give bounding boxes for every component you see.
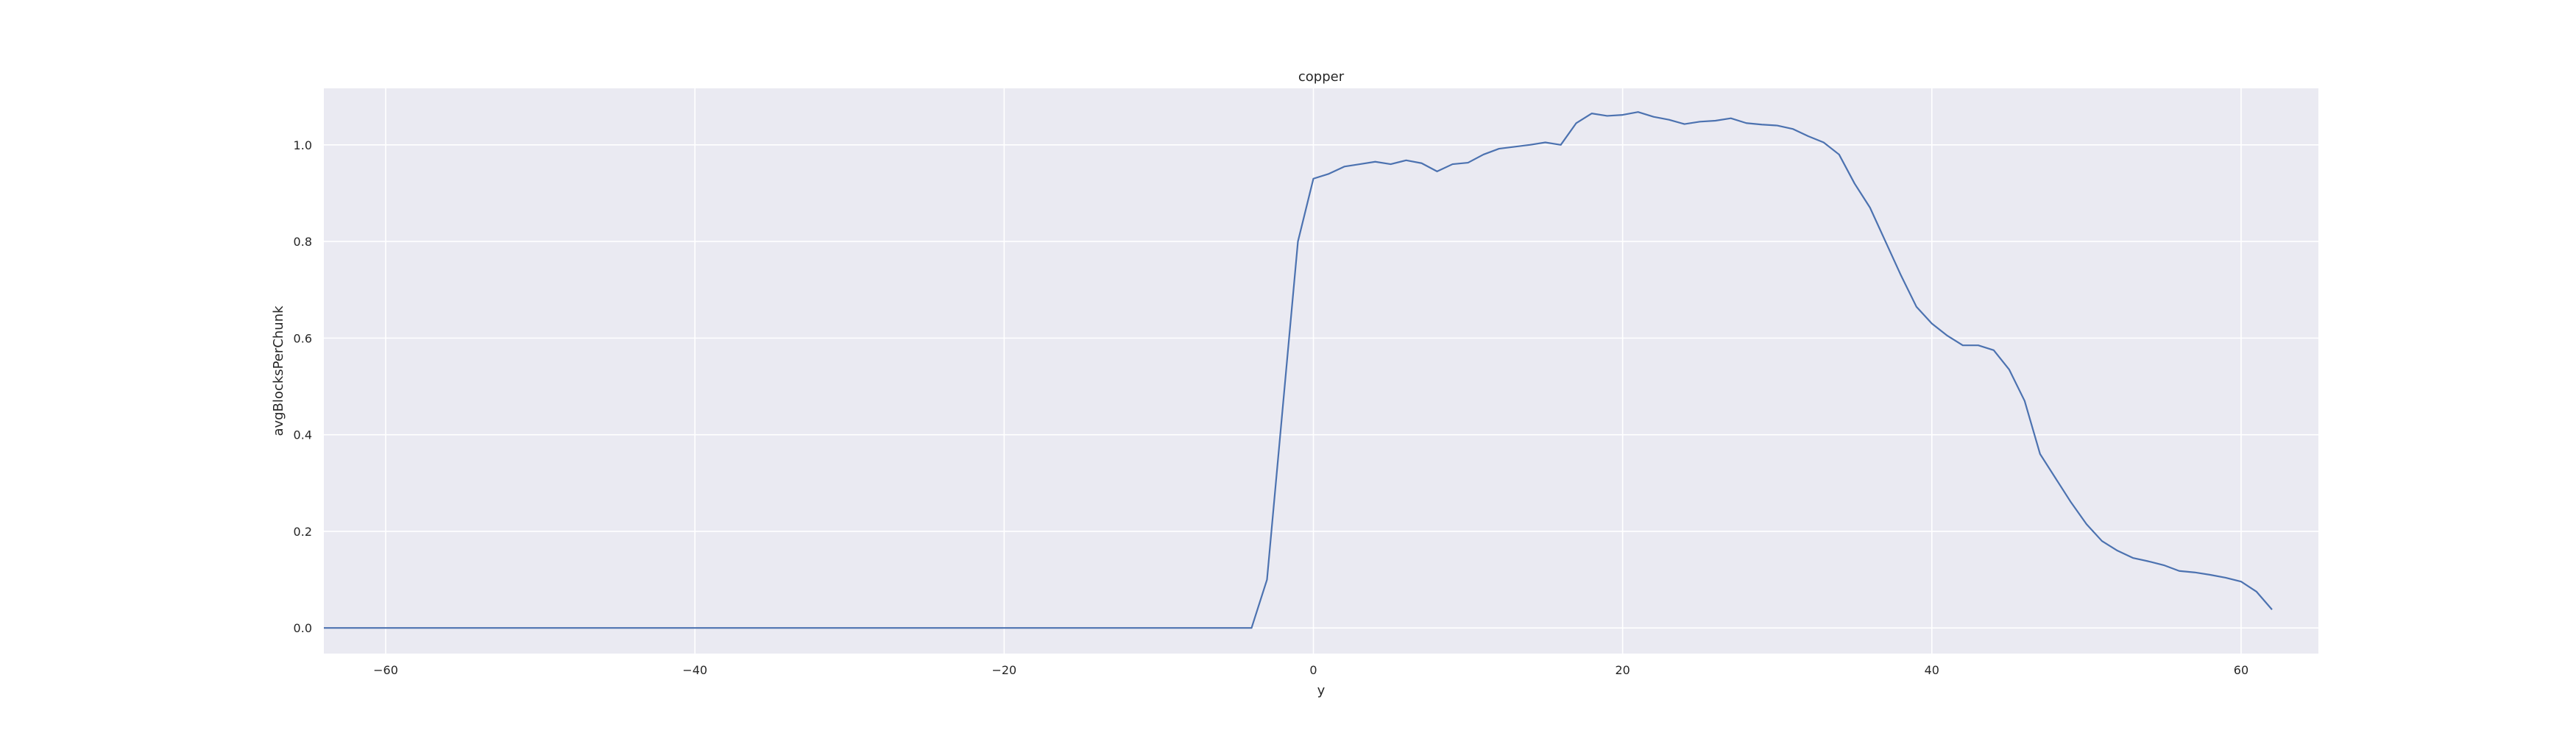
x-tick-label: −60 bbox=[373, 663, 398, 677]
y-tick-label: 0.0 bbox=[294, 621, 312, 635]
axis-ticks: −60 −40 −20 0 20 40 60 0.0 0.2 0.4 0.6 0.8 1.0 bbox=[294, 138, 2249, 677]
y-tick-label: 1.0 bbox=[294, 138, 312, 152]
x-tick-label: 60 bbox=[2234, 663, 2248, 677]
x-tick-label: 20 bbox=[1615, 663, 1630, 677]
grid-lines bbox=[324, 88, 2318, 654]
x-tick-label: 0 bbox=[1309, 663, 1317, 677]
y-tick-label: 0.2 bbox=[294, 525, 312, 539]
series-layer bbox=[324, 111, 2273, 629]
chart-title: copper bbox=[1298, 69, 1345, 85]
y-axis-label: avgBlocksPerChunk bbox=[271, 305, 286, 436]
x-tick-label: −40 bbox=[682, 663, 707, 677]
plot-area bbox=[324, 88, 2318, 654]
x-axis-label: y bbox=[1317, 683, 1326, 698]
y-tick-label: 0.6 bbox=[294, 331, 312, 345]
x-tick-label: 40 bbox=[1925, 663, 1939, 677]
y-tick-label: 0.4 bbox=[294, 428, 312, 442]
x-tick-label: −20 bbox=[991, 663, 1016, 677]
y-tick-label: 0.8 bbox=[294, 235, 312, 249]
series-line bbox=[324, 111, 2273, 629]
